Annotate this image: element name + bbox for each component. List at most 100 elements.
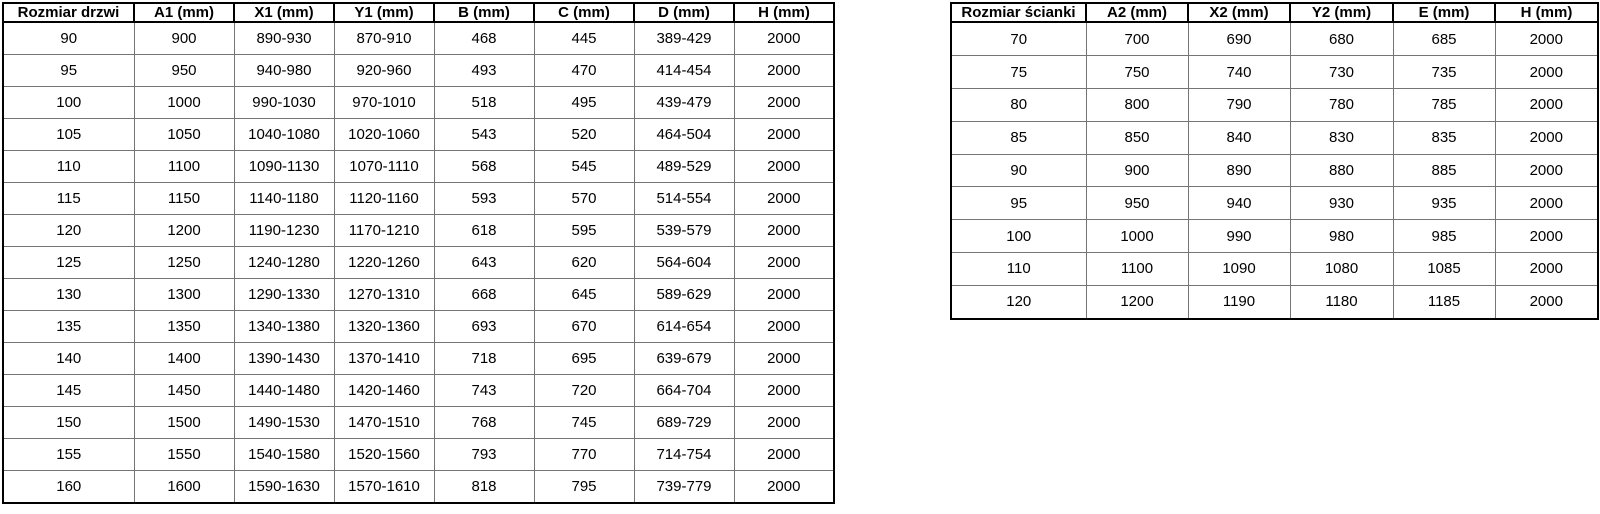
table-cell: 990 bbox=[1187, 219, 1291, 253]
table-row: 115 1150 1140-1180 1120-1160 593 570 514-554 20… bbox=[2, 182, 835, 216]
table-cell: 445 bbox=[533, 21, 635, 56]
table-cell: 2000 bbox=[733, 150, 835, 184]
table-cell: 85 bbox=[950, 120, 1087, 155]
table-cell: 545 bbox=[533, 150, 635, 184]
table-cell: 1190 bbox=[1187, 284, 1291, 320]
table-cell: 1400 bbox=[133, 341, 235, 375]
table-cell: 1040-1080 bbox=[233, 118, 335, 152]
table-cell: 2000 bbox=[1494, 21, 1599, 57]
table-cell: 135 bbox=[2, 309, 135, 343]
table-row: 85 850 840 830 835 2000 bbox=[950, 120, 1599, 155]
table-cell: 1570-1610 bbox=[333, 469, 435, 504]
table-cell: 730 bbox=[1289, 55, 1394, 89]
table-cell: 1490-1530 bbox=[233, 405, 335, 439]
table-row: 100 1000 990 980 985 2000 bbox=[950, 219, 1599, 253]
column-header: A2 (mm) bbox=[1085, 2, 1189, 23]
table-cell: 439-479 bbox=[633, 86, 735, 120]
table-cell: 2000 bbox=[733, 214, 835, 247]
table-header-row: Rozmiar ścianki A2 (mm) X2 (mm) Y2 (mm) E (m… bbox=[950, 2, 1599, 23]
table-cell: 2000 bbox=[733, 309, 835, 343]
table-cell: 1340-1380 bbox=[233, 309, 335, 343]
table-cell: 2000 bbox=[733, 277, 835, 311]
table-cell: 95 bbox=[950, 186, 1087, 221]
table-cell: 140 bbox=[2, 341, 135, 375]
table-row: 95 950 940 930 935 2000 bbox=[950, 186, 1599, 221]
table-cell: 2000 bbox=[733, 437, 835, 471]
table-cell: 150 bbox=[2, 405, 135, 439]
table-row: 135 1350 1340-1380 1320-1360 693 670 614-654 20… bbox=[2, 309, 835, 343]
table-row: 160 1600 1590-1630 1570-1610 818 795 739-779 20… bbox=[2, 469, 835, 504]
table-cell: 1550 bbox=[133, 437, 235, 471]
table-cell: 80 bbox=[950, 88, 1087, 122]
table-cell: 689-729 bbox=[633, 405, 735, 439]
table-cell: 870-910 bbox=[333, 21, 435, 56]
table-cell: 745 bbox=[533, 405, 635, 439]
table-cell: 470 bbox=[533, 54, 635, 88]
table-cell: 1290-1330 bbox=[233, 277, 335, 311]
table-cell: 693 bbox=[433, 309, 535, 343]
table-cell: 900 bbox=[133, 21, 235, 56]
column-header: A1 (mm) bbox=[133, 2, 235, 23]
table-cell: 125 bbox=[2, 245, 135, 279]
table-cell: 1250 bbox=[133, 245, 235, 279]
table-cell: 1320-1360 bbox=[333, 309, 435, 343]
table-row: 140 1400 1390-1430 1370-1410 718 695 639-679 20… bbox=[2, 341, 835, 375]
table-cell: 920-960 bbox=[333, 54, 435, 88]
table-cell: 2000 bbox=[733, 245, 835, 279]
table-row: 90 900 890 880 885 2000 bbox=[950, 153, 1599, 188]
table-cell: 1100 bbox=[133, 150, 235, 184]
table-cell: 1500 bbox=[133, 405, 235, 439]
table-row: 120 1200 1190-1230 1170-1210 618 595 539-579 20… bbox=[2, 214, 835, 247]
table-cell: 743 bbox=[433, 373, 535, 407]
table-cell: 2000 bbox=[1494, 120, 1599, 155]
table-cell: 2000 bbox=[733, 118, 835, 152]
table-cell: 1000 bbox=[1085, 219, 1189, 253]
table-cell: 593 bbox=[433, 182, 535, 216]
table-cell: 800 bbox=[1085, 88, 1189, 122]
table-cell: 930 bbox=[1289, 186, 1394, 221]
table-cell: 740 bbox=[1187, 55, 1291, 89]
table-cell: 735 bbox=[1392, 55, 1496, 89]
table-row: 70 700 690 680 685 2000 bbox=[950, 21, 1599, 57]
table-cell: 818 bbox=[433, 469, 535, 504]
table-cell: 1200 bbox=[133, 214, 235, 247]
table-cell: 1090 bbox=[1187, 251, 1291, 286]
table-cell: 595 bbox=[533, 214, 635, 247]
table-cell: 115 bbox=[2, 182, 135, 216]
column-header: E (mm) bbox=[1392, 2, 1496, 23]
table-cell: 75 bbox=[950, 55, 1087, 89]
table-cell: 618 bbox=[433, 214, 535, 247]
column-header: H (mm) bbox=[1494, 2, 1599, 23]
table-cell: 950 bbox=[133, 54, 235, 88]
table-cell: 850 bbox=[1085, 120, 1189, 155]
column-header: Rozmiar drzwi bbox=[2, 2, 135, 23]
table-row: 75 750 740 730 735 2000 bbox=[950, 55, 1599, 89]
table-cell: 105 bbox=[2, 118, 135, 152]
table-cell: 890-930 bbox=[233, 21, 335, 56]
table-cell: 795 bbox=[533, 469, 635, 504]
table-row: 150 1500 1490-1530 1470-1510 768 745 689-729 20… bbox=[2, 405, 835, 439]
table-cell: 990-1030 bbox=[233, 86, 335, 120]
table-cell: 830 bbox=[1289, 120, 1394, 155]
table-cell: 1370-1410 bbox=[333, 341, 435, 375]
table-cell: 2000 bbox=[733, 86, 835, 120]
table-cell: 100 bbox=[2, 86, 135, 120]
table-row: 100 1000 990-1030 970-1010 518 495 439-479 2000 bbox=[2, 86, 835, 120]
table-cell: 1185 bbox=[1392, 284, 1496, 320]
table-cell: 720 bbox=[533, 373, 635, 407]
table-cell: 785 bbox=[1392, 88, 1496, 122]
table-cell: 1590-1630 bbox=[233, 469, 335, 504]
table-cell: 1100 bbox=[1085, 251, 1189, 286]
table-header-row: Rozmiar drzwi A1 (mm) X1 (mm) Y1 (mm) B (mm)… bbox=[2, 2, 835, 23]
column-header: Y1 (mm) bbox=[333, 2, 435, 23]
table-cell: 668 bbox=[433, 277, 535, 311]
table-cell: 2000 bbox=[1494, 55, 1599, 89]
table-cell: 614-654 bbox=[633, 309, 735, 343]
table-cell: 1180 bbox=[1289, 284, 1394, 320]
table-cell: 739-779 bbox=[633, 469, 735, 504]
table-cell: 685 bbox=[1392, 21, 1496, 57]
column-header: Y2 (mm) bbox=[1289, 2, 1394, 23]
table-cell: 2000 bbox=[733, 182, 835, 216]
column-header: H (mm) bbox=[733, 2, 835, 23]
table-row: 80 800 790 780 785 2000 bbox=[950, 88, 1599, 122]
